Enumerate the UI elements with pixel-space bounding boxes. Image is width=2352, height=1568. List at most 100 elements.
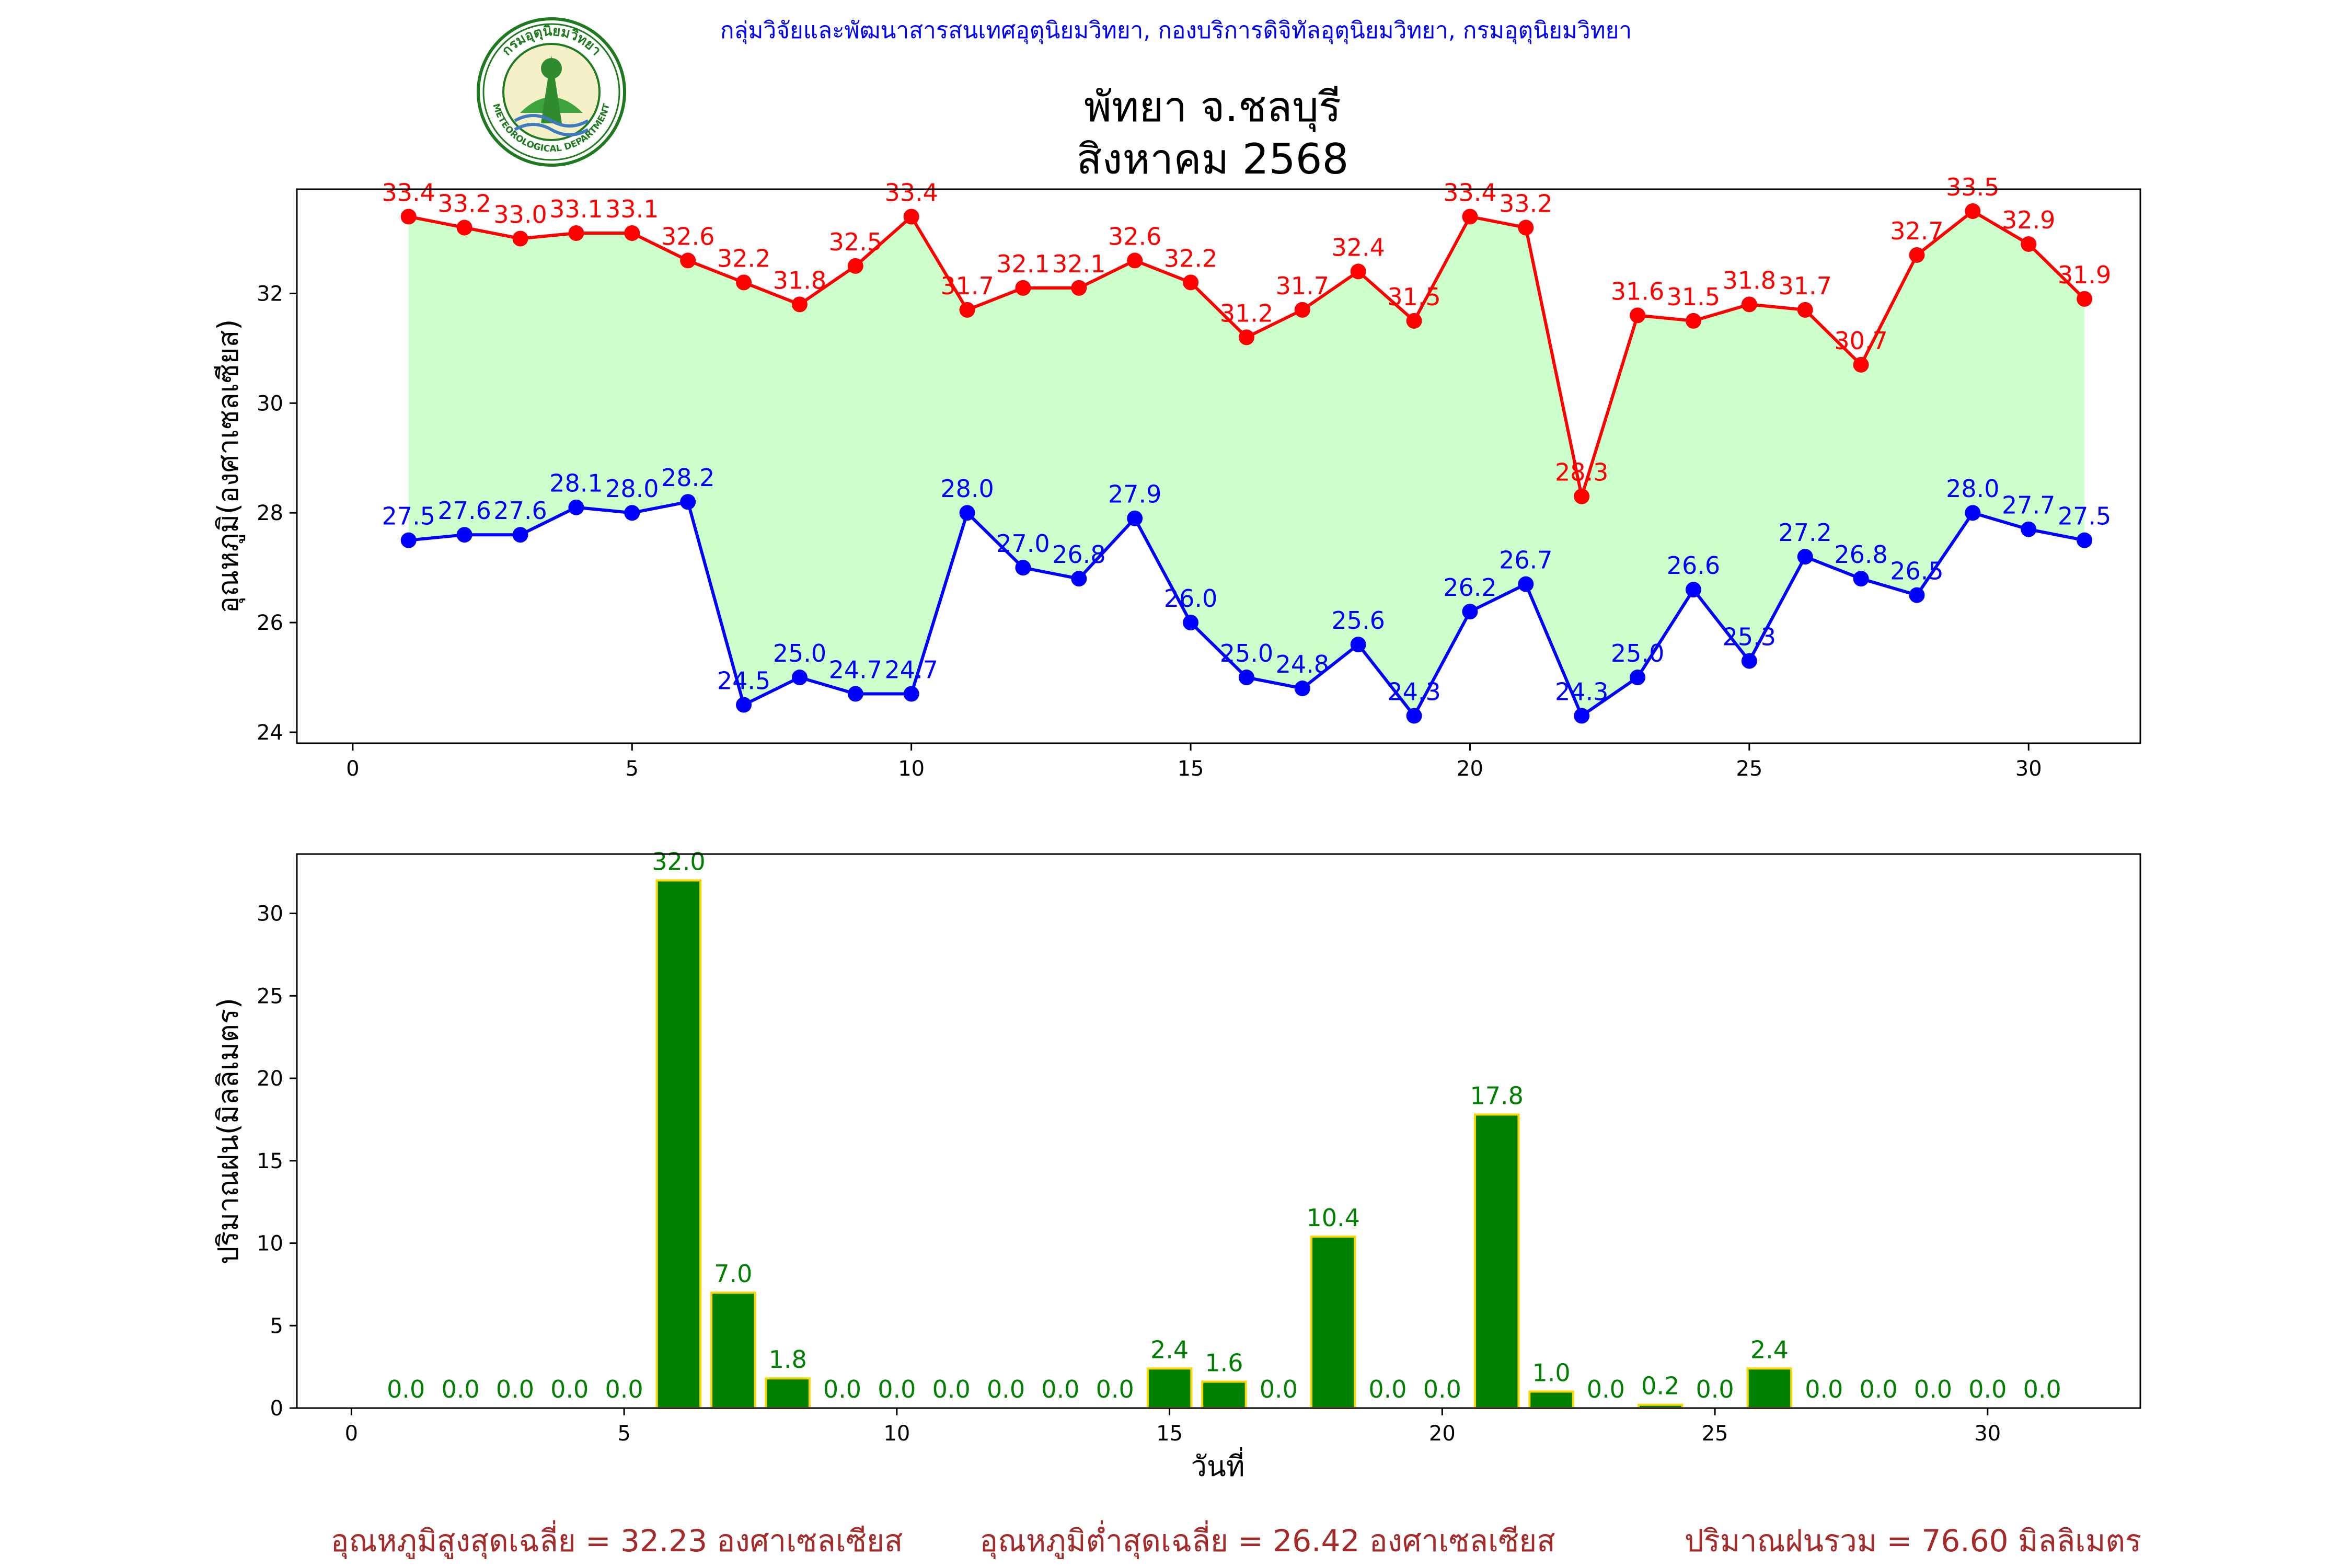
max-temperature-point: [791, 296, 808, 313]
min-temperature-point: [1294, 681, 1310, 697]
organization-text: กลุ่มวิจัยและพัฒนาสารสนเทศอุตุนิยมวิทยา,…: [720, 17, 1632, 44]
average-min-temperature: อุณหภูมิต่ำสุดเฉลี่ย = 26.42 องศาเซลเซีย…: [979, 1520, 1555, 1560]
max-temperature-label: 30.7: [1834, 327, 1887, 355]
max-temperature-label: 28.3: [1555, 458, 1608, 487]
temperature-plot-frame: [296, 188, 2141, 744]
min-temperature-point: [1630, 670, 1646, 686]
rainfall-x-tick-label: 30: [1974, 1422, 2001, 1446]
max-temperature-point: [1574, 488, 1590, 504]
min-temperature-label: 24.7: [829, 656, 882, 684]
max-temperature-label: 32.2: [1164, 244, 1217, 272]
rainfall-y-tick-label: 15: [257, 1149, 283, 1173]
rainfall-x-tick-label: 20: [1429, 1422, 1456, 1446]
min-temperature-label: 28.0: [605, 475, 659, 503]
max-temperature-label: 33.1: [549, 195, 603, 223]
max-temperature-point: [1071, 280, 1087, 296]
rainfall-x-axis-label: วันที่: [1191, 1447, 1245, 1483]
max-temperature-label: 31.5: [1387, 283, 1440, 311]
max-temperature-label: 31.8: [1723, 266, 1776, 294]
max-temperature-point: [2021, 236, 2037, 252]
max-temperature-label: 33.1: [605, 195, 659, 223]
min-temperature-label: 28.0: [940, 475, 994, 503]
min-temperature-point: [1909, 587, 1925, 603]
rainfall-label: 0.0: [1260, 1375, 1298, 1403]
rainfall-label: 0.0: [1368, 1375, 1406, 1403]
rainfall-bar: [765, 1377, 811, 1410]
min-temperature-point: [1238, 670, 1254, 686]
rainfall-label: 0.0: [1805, 1375, 1843, 1403]
min-temperature-label: 24.8: [1276, 650, 1329, 678]
max-temperature-label: 32.1: [996, 250, 1050, 278]
total-rainfall: ปริมาณฝนรวม = 76.60 มิลลิเมตร: [1685, 1523, 2141, 1559]
max-temperature-label: 33.2: [1499, 189, 1552, 217]
min-temperature-label: 27.7: [2002, 491, 2055, 520]
max-temperature-point: [1406, 313, 1422, 329]
min-temperature-label: 26.5: [1890, 557, 1943, 585]
rainfall-label: 1.6: [1205, 1349, 1243, 1377]
min-temperature-label: 27.6: [493, 497, 547, 525]
min-temperature-point: [736, 697, 752, 713]
rainfall-y-tick-label: 25: [257, 984, 283, 1008]
rainfall-y-tick-label: 5: [270, 1314, 283, 1338]
max-temperature-label: 31.5: [1667, 283, 1720, 311]
temperature-y-tick-label: 24: [257, 721, 283, 745]
min-temperature-label: 25.0: [1220, 639, 1273, 667]
min-temperature-point: [847, 686, 863, 702]
min-temperature-point: [1685, 582, 1701, 598]
rainfall-label: 0.0: [987, 1375, 1025, 1403]
min-temperature-point: [959, 505, 975, 521]
min-temperature-label: 27.6: [437, 497, 491, 525]
rainfall-label: 0.0: [1423, 1375, 1461, 1403]
rainfall-label: 0.0: [823, 1375, 861, 1403]
min-temperature-point: [1797, 549, 1813, 565]
max-temperature-point: [1965, 203, 1981, 219]
min-temperature-point: [1741, 653, 1757, 669]
min-temperature-label: 24.5: [717, 667, 770, 695]
temperature-y-tick-label: 30: [257, 391, 283, 416]
rainfall-label: 0.0: [1096, 1375, 1134, 1403]
rainfall-label: 2.4: [1150, 1335, 1189, 1364]
average-max-temperature: อุณหภูมิสูงสุดเฉลี่ย = 32.23 องศาเซลเซีย…: [331, 1520, 903, 1560]
rainfall-bar: [1201, 1380, 1247, 1410]
min-temperature-label: 26.2: [1443, 573, 1496, 602]
max-temperature-label: 31.7: [1276, 272, 1329, 300]
temperature-y-axis-label: อุณหภูมิ(องศาเซลเซียส): [212, 319, 246, 614]
max-temperature-label: 31.7: [940, 272, 994, 300]
max-temperature-point: [903, 209, 919, 225]
max-temperature-point: [1741, 296, 1757, 313]
max-temperature-label: 31.7: [1779, 272, 1832, 300]
rainfall-bar: [1746, 1367, 1793, 1409]
rainfall-label: 1.8: [769, 1345, 807, 1374]
rainfall-label: 0.0: [1587, 1375, 1625, 1403]
rainfall-label: 0.0: [387, 1375, 425, 1403]
max-temperature-point: [400, 209, 417, 225]
min-temperature-point: [512, 527, 528, 543]
min-temperature-label: 24.3: [1555, 678, 1608, 706]
max-temperature-point: [1015, 280, 1031, 296]
max-temperature-point: [1238, 329, 1254, 345]
min-temperature-point: [1015, 560, 1031, 576]
min-temperature-point: [1518, 576, 1534, 592]
max-temperature-point: [1630, 307, 1646, 324]
min-temperature-point: [2077, 532, 2093, 548]
max-temperature-label: 33.0: [493, 200, 547, 228]
rainfall-label: 0.0: [878, 1375, 916, 1403]
rainfall-bar: [1528, 1390, 1574, 1410]
rainfall-bar: [710, 1292, 756, 1410]
department-logo: กรมอุตุนิยมวิทยา METEOROLOGICAL DEPARTME…: [477, 17, 626, 167]
min-temperature-point: [568, 499, 584, 515]
rainfall-label: 7.0: [714, 1260, 752, 1288]
min-temperature-point: [2021, 521, 2037, 537]
max-temperature-label: 33.5: [1946, 173, 1999, 201]
rainfall-x-tick-label: 10: [883, 1422, 910, 1446]
min-temperature-point: [1406, 708, 1422, 724]
max-temperature-point: [2077, 291, 2093, 307]
min-temperature-label: 25.0: [1611, 639, 1664, 667]
max-temperature-label: 31.6: [1611, 277, 1664, 305]
temperature-x-tick-label: 5: [626, 757, 639, 781]
min-temperature-point: [1574, 708, 1590, 724]
rainfall-label: 0.0: [496, 1375, 534, 1403]
rainfall-bar: [1310, 1235, 1356, 1410]
